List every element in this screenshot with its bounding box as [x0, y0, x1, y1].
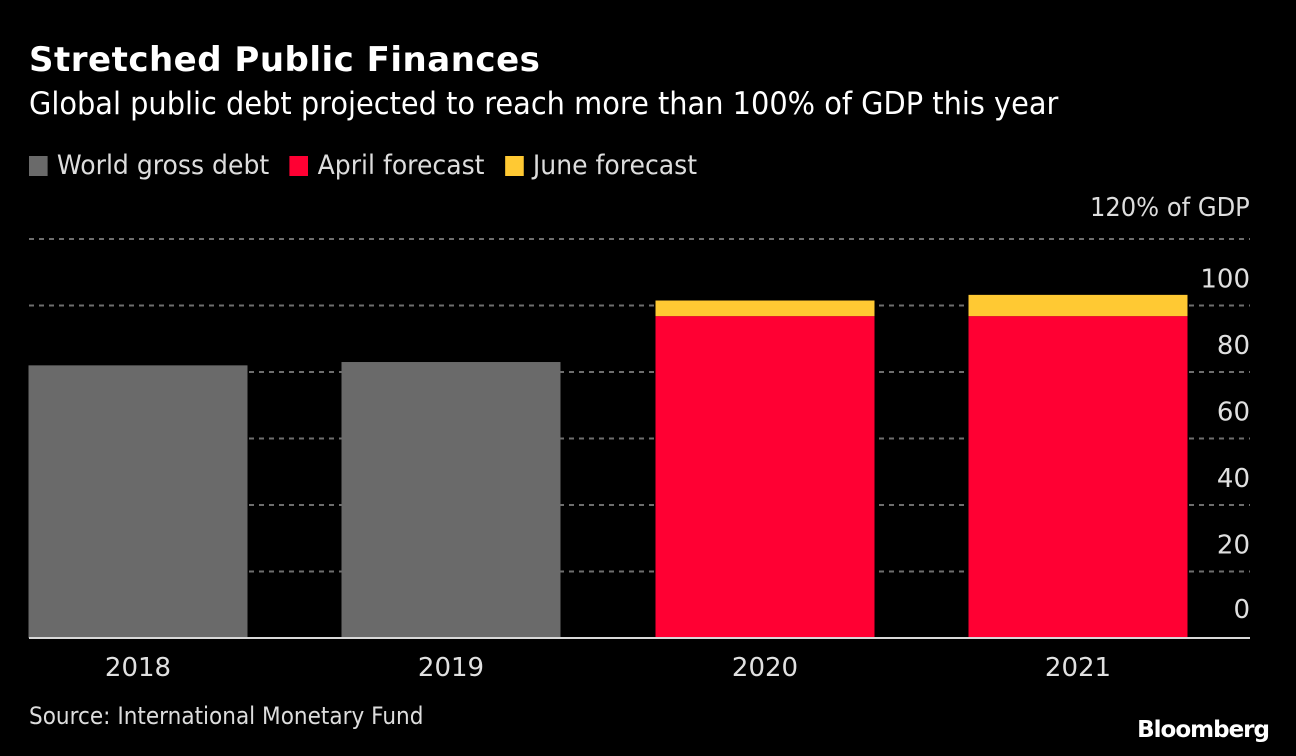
y-tick-label: 0 [1233, 595, 1250, 625]
bloomberg-logo: Bloomberg [1137, 717, 1270, 743]
bar-world-gross-debt-2018 [28, 365, 248, 638]
x-tick-label: 2018 [105, 653, 171, 683]
x-tick-label: 2019 [418, 653, 484, 683]
legend-swatch-april-forecast [289, 155, 309, 176]
chart-subtitle: Global public debt projected to reach mo… [29, 86, 1059, 122]
legend-item-april-forecast: April forecast [289, 150, 485, 181]
chart-title: Stretched Public Finances [29, 40, 541, 80]
legend-item-world-gross-debt: World gross debt [29, 150, 269, 181]
bar-world-gross-debt-2019 [341, 362, 561, 638]
bar-april-forecast-2021 [968, 316, 1188, 638]
y-tick-label: 20 [1217, 531, 1250, 561]
bar-june-forecast-2021 [968, 294, 1188, 317]
legend-item-june-forecast: June forecast [504, 150, 698, 181]
bar-april-forecast-2020 [655, 316, 875, 638]
legend-swatch-june-forecast [504, 155, 524, 176]
y-tick-label: 40 [1217, 464, 1250, 494]
x-tick-label: 2021 [1045, 653, 1111, 683]
legend-label: April forecast [317, 150, 485, 181]
legend: World gross debt April forecast June for… [29, 150, 697, 181]
legend-swatch-world-gross-debt [29, 155, 48, 176]
y-axis-unit-label: 120% of GDP [1090, 193, 1250, 223]
y-tick-label: 80 [1217, 331, 1250, 361]
y-tick-label: 100 [1200, 265, 1250, 295]
legend-label: World gross debt [56, 150, 270, 181]
x-tick-label: 2020 [732, 653, 798, 683]
legend-label: June forecast [532, 150, 698, 181]
bar-june-forecast-2020 [655, 300, 875, 317]
source-note: Source: International Monetary Fund [29, 702, 424, 730]
y-tick-label: 60 [1217, 398, 1250, 428]
